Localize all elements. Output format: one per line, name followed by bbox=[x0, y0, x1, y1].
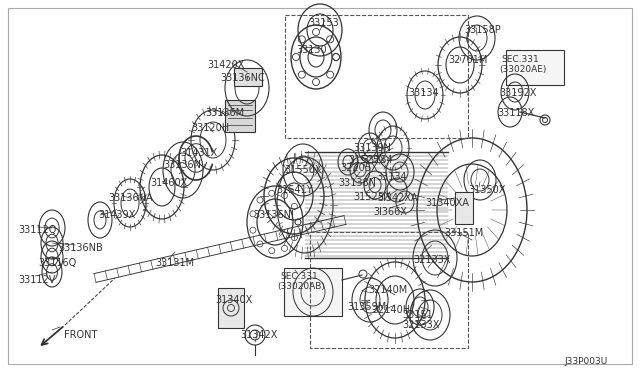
Text: 32133X: 32133X bbox=[402, 320, 440, 330]
Bar bbox=[506, 50, 564, 85]
Text: SEC.331: SEC.331 bbox=[501, 55, 539, 64]
Text: 31342X: 31342X bbox=[240, 330, 277, 340]
Text: 33130: 33130 bbox=[296, 45, 326, 55]
Text: 3l342XA: 3l342XA bbox=[377, 193, 418, 203]
Text: 31525X: 31525X bbox=[348, 155, 386, 165]
Text: 33151M: 33151M bbox=[444, 228, 483, 238]
Text: 33136NC: 33136NC bbox=[220, 73, 265, 83]
Text: 31340X: 31340X bbox=[215, 295, 252, 305]
Text: 33138N: 33138N bbox=[338, 178, 376, 188]
Text: FRONT: FRONT bbox=[64, 330, 97, 340]
Bar bbox=[218, 288, 244, 328]
Bar bbox=[284, 268, 342, 316]
Text: 31431X: 31431X bbox=[180, 148, 217, 158]
Text: 31420X: 31420X bbox=[207, 60, 244, 70]
Bar bbox=[310, 232, 468, 348]
Text: 33134: 33134 bbox=[408, 88, 438, 98]
Text: 33192X: 33192X bbox=[499, 88, 536, 98]
Text: 33112Q: 33112Q bbox=[18, 225, 56, 235]
Text: 33131M: 33131M bbox=[155, 258, 194, 268]
Text: 32140M: 32140M bbox=[368, 285, 407, 295]
Text: 33139N: 33139N bbox=[353, 143, 391, 153]
Text: 33151: 33151 bbox=[402, 310, 433, 320]
Text: 31525X: 31525X bbox=[353, 192, 390, 202]
Text: 32205X: 32205X bbox=[340, 163, 378, 173]
Text: 31541Y: 31541Y bbox=[276, 185, 312, 195]
Text: J33P003U: J33P003U bbox=[564, 357, 607, 366]
Text: SEC.331: SEC.331 bbox=[280, 272, 317, 281]
Bar bbox=[225, 100, 255, 132]
Bar bbox=[234, 68, 262, 86]
Text: 33134: 33134 bbox=[362, 155, 392, 165]
Text: 32140H: 32140H bbox=[372, 305, 410, 315]
Text: (33020AB): (33020AB) bbox=[277, 282, 325, 291]
Text: 31340XA: 31340XA bbox=[425, 198, 469, 208]
Text: 32133X: 32133X bbox=[413, 255, 451, 265]
Text: 31550X: 31550X bbox=[284, 165, 321, 175]
Text: 3l366X: 3l366X bbox=[373, 207, 407, 217]
Bar bbox=[455, 192, 473, 224]
Text: 32701M: 32701M bbox=[448, 55, 488, 65]
Text: 33136NI: 33136NI bbox=[253, 210, 294, 220]
Text: 33153: 33153 bbox=[308, 18, 339, 28]
Text: 33136NB: 33136NB bbox=[58, 243, 103, 253]
Text: (33020AE): (33020AE) bbox=[499, 65, 547, 74]
Bar bbox=[285, 15, 468, 138]
Text: 33136NA: 33136NA bbox=[108, 193, 152, 203]
Text: 33112V: 33112V bbox=[18, 275, 56, 285]
Text: 33136N: 33136N bbox=[163, 160, 201, 170]
Text: 31439X: 31439X bbox=[98, 210, 135, 220]
Text: 33158P: 33158P bbox=[464, 25, 500, 35]
Text: 31460X: 31460X bbox=[150, 178, 188, 188]
Text: 33120H: 33120H bbox=[191, 123, 229, 133]
Text: 33136M: 33136M bbox=[205, 108, 244, 118]
Text: 31359M: 31359M bbox=[347, 302, 387, 312]
Text: 33116Q: 33116Q bbox=[38, 258, 76, 268]
Text: 33118X: 33118X bbox=[497, 108, 534, 118]
Text: 33134: 33134 bbox=[376, 172, 406, 182]
Text: 31350X: 31350X bbox=[468, 185, 506, 195]
